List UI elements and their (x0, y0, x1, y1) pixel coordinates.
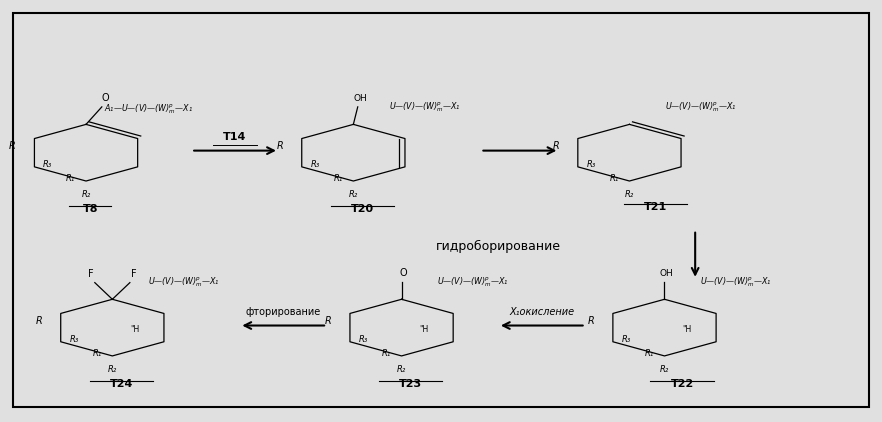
Text: R: R (552, 141, 559, 151)
Text: "H: "H (131, 325, 139, 334)
Text: R: R (587, 316, 594, 326)
Text: T8: T8 (83, 204, 98, 214)
Text: R₁: R₁ (333, 174, 343, 184)
Text: F: F (87, 269, 93, 279)
Text: R₁: R₁ (382, 349, 391, 358)
Text: T22: T22 (670, 379, 693, 389)
Text: R₂: R₂ (624, 190, 634, 199)
Text: OH: OH (660, 269, 673, 278)
Text: гидроборирование: гидроборирование (436, 240, 560, 253)
Text: R₂: R₂ (348, 190, 358, 199)
Text: X₁окисление: X₁окисление (509, 307, 574, 317)
Text: T23: T23 (399, 379, 422, 389)
Text: T14: T14 (223, 132, 247, 142)
Text: U—(V)—(W)$^p_m$—X₁: U—(V)—(W)$^p_m$—X₁ (389, 100, 461, 114)
Text: R₃: R₃ (587, 160, 596, 169)
Text: "H: "H (683, 325, 691, 334)
Text: O: O (101, 93, 109, 103)
Text: U—(V)—(W)$^p_m$—X₁: U—(V)—(W)$^p_m$—X₁ (148, 276, 220, 289)
Text: "H: "H (420, 325, 429, 334)
Text: R: R (9, 141, 16, 151)
Text: R₃: R₃ (359, 335, 368, 344)
Text: R₂: R₂ (108, 365, 117, 374)
Text: T24: T24 (109, 379, 133, 389)
Text: A₁—U—(V)—(W)$^p_m$—X₁: A₁—U—(V)—(W)$^p_m$—X₁ (104, 103, 193, 116)
Text: OH: OH (354, 94, 367, 103)
Text: R: R (35, 316, 42, 326)
Text: R₁: R₁ (66, 174, 76, 184)
Text: T21: T21 (644, 202, 668, 212)
Text: R₁: R₁ (93, 349, 101, 358)
Text: R₂: R₂ (660, 365, 669, 374)
Text: O: O (400, 268, 407, 278)
Text: F: F (131, 269, 137, 279)
Text: R: R (325, 316, 332, 326)
Text: U—(V)—(W)$^p_m$—X₁: U—(V)—(W)$^p_m$—X₁ (665, 100, 737, 114)
Text: U—(V)—(W)$^p_m$—X₁: U—(V)—(W)$^p_m$—X₁ (700, 276, 772, 289)
Text: R₃: R₃ (70, 335, 78, 344)
Text: R₃: R₃ (310, 160, 320, 169)
Text: R₃: R₃ (43, 160, 52, 169)
Text: T20: T20 (350, 204, 374, 214)
Text: фторирование: фторирование (245, 307, 321, 317)
Text: U—(V)—(W)$^p_m$—X₁: U—(V)—(W)$^p_m$—X₁ (437, 276, 509, 289)
Text: R₁: R₁ (645, 349, 654, 358)
Text: R: R (276, 141, 283, 151)
Text: R₁: R₁ (609, 174, 619, 184)
Text: R₃: R₃ (622, 335, 631, 344)
Text: R₂: R₂ (81, 190, 91, 199)
Text: R₂: R₂ (397, 365, 407, 374)
